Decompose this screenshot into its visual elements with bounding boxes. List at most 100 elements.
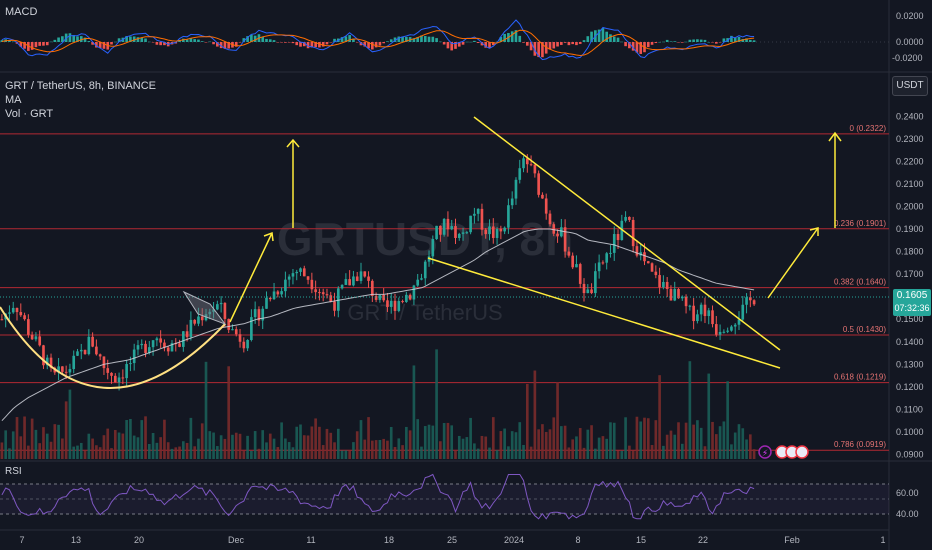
volume-bar <box>178 446 181 459</box>
bull-flag-drawing[interactable] <box>182 290 227 326</box>
wedge-lower-trendline[interactable] <box>427 257 781 369</box>
volume-bar <box>299 424 302 459</box>
candle-body <box>197 316 200 324</box>
volume-bar <box>336 428 340 459</box>
macd-hist-bar <box>147 41 151 43</box>
macd-hist-bar <box>197 39 200 42</box>
volume-bar <box>586 429 590 459</box>
candle-body <box>491 226 495 238</box>
candle-body <box>552 224 556 234</box>
macd-hist-bar <box>745 38 748 42</box>
volume-bar <box>132 435 136 459</box>
candle-body <box>635 246 639 256</box>
volume-bar <box>151 432 155 459</box>
volume-bar <box>609 422 612 459</box>
macd-hist-bar <box>318 42 321 48</box>
macd-hist-bar <box>575 42 578 46</box>
fib-levels[interactable]: 0 (0.2322) 0.236 (0.1901) 0.382 (0.1640) 0.… <box>0 124 889 451</box>
candle-body <box>355 276 359 281</box>
volume-bar <box>522 444 525 459</box>
candle-body <box>336 288 340 311</box>
macd-hist-bar <box>333 38 336 42</box>
volume-bar <box>544 431 548 459</box>
volume-bar <box>242 450 246 459</box>
volume-bar <box>261 430 265 459</box>
macd-hist-bar <box>155 42 159 45</box>
projection-arrow-head-2 <box>809 227 819 236</box>
lightning-icon[interactable] <box>758 445 772 459</box>
candle-body <box>227 318 231 330</box>
volume-bar <box>605 438 609 459</box>
volume-bar <box>484 436 488 459</box>
volume-bar <box>389 426 393 459</box>
volume-bar <box>284 438 287 459</box>
volume-bar <box>197 438 200 459</box>
macd-hist-bar <box>665 39 669 42</box>
candle-body <box>405 294 408 302</box>
cup-curve-drawing[interactable] <box>0 306 226 389</box>
candle-body <box>628 216 631 220</box>
wedge-upper-trendline[interactable] <box>473 116 781 351</box>
rsi-tick-1: 40.00 <box>896 509 919 519</box>
currency-button[interactable]: USDT <box>892 76 928 96</box>
candle-body <box>646 261 650 264</box>
macd-panel <box>0 19 889 61</box>
price-tick-13: 0.1100 <box>896 404 923 414</box>
volume-bar <box>499 431 503 459</box>
candle-body <box>616 234 620 241</box>
macd-hist-bar <box>628 42 631 49</box>
macd-hist-bar <box>246 36 249 42</box>
macd-hist-bar <box>461 42 465 45</box>
volume-bar <box>27 445 30 459</box>
price-tick-6: 0.1800 <box>896 247 924 257</box>
macd-hist-bar <box>684 41 688 43</box>
candle-body <box>57 366 60 373</box>
macd-hist-bar <box>91 42 94 45</box>
volume-bar <box>68 389 72 459</box>
rsi-axis: 60.00 40.00 <box>896 488 919 519</box>
volume-bar <box>696 420 699 459</box>
candle-body <box>457 233 461 238</box>
time-tick-0: 7 <box>19 535 24 545</box>
projection-arrow-line-1[interactable] <box>229 232 273 323</box>
time-axis[interactable]: 7 13 20 Dec 11 18 25 2024 8 15 22 Feb 1 <box>19 535 885 545</box>
price-tick-3: 0.2100 <box>896 179 924 189</box>
symbol-title[interactable]: GRT / TetherUS, 8h, BINANCE <box>5 80 157 92</box>
candle-body <box>484 229 488 235</box>
candle-body <box>556 233 559 237</box>
last-price-tag: 0.1605 07:32:36 <box>893 289 931 316</box>
macd-hist-bar <box>329 42 333 43</box>
macd-hist-bar <box>265 38 268 42</box>
indicator-volume[interactable]: Vol · GRT <box>5 108 54 120</box>
volume-bar <box>321 445 325 459</box>
candle-body <box>560 227 563 237</box>
macd-hist-bar <box>306 42 310 49</box>
event-icons[interactable]: ⚡ <box>758 445 809 459</box>
price-axis[interactable]: 0.2400 0.2300 0.2200 0.2100 0.2000 0.1900 0.18… <box>896 111 924 459</box>
volume-bar <box>359 420 363 459</box>
macd-hist-bar <box>280 42 283 43</box>
indicator-ma[interactable]: MA <box>5 94 22 106</box>
volume-bar <box>378 439 382 459</box>
candle-body <box>401 301 404 303</box>
candle-body <box>733 324 737 327</box>
candle-body <box>333 301 336 311</box>
candle-body <box>257 309 261 321</box>
volume-bar <box>238 433 242 459</box>
macd-hist-bar <box>548 42 552 50</box>
candle-body <box>302 268 306 277</box>
flag-us-icon-3[interactable] <box>795 445 809 459</box>
volume-bar <box>314 418 317 459</box>
volume-bar <box>231 434 234 459</box>
volume-bar <box>174 447 178 459</box>
candle-body <box>200 316 204 321</box>
projection-arrow-line-2[interactable] <box>767 227 819 299</box>
candle-body <box>129 363 132 365</box>
candle-body <box>609 252 612 254</box>
candle-body <box>348 279 351 286</box>
macd-hist-bar <box>295 42 299 46</box>
macd-hist-bar <box>291 42 295 44</box>
macd-hist-bar <box>321 42 325 47</box>
macd-hist-bar <box>427 36 431 42</box>
macd-hist-bar <box>49 41 53 43</box>
